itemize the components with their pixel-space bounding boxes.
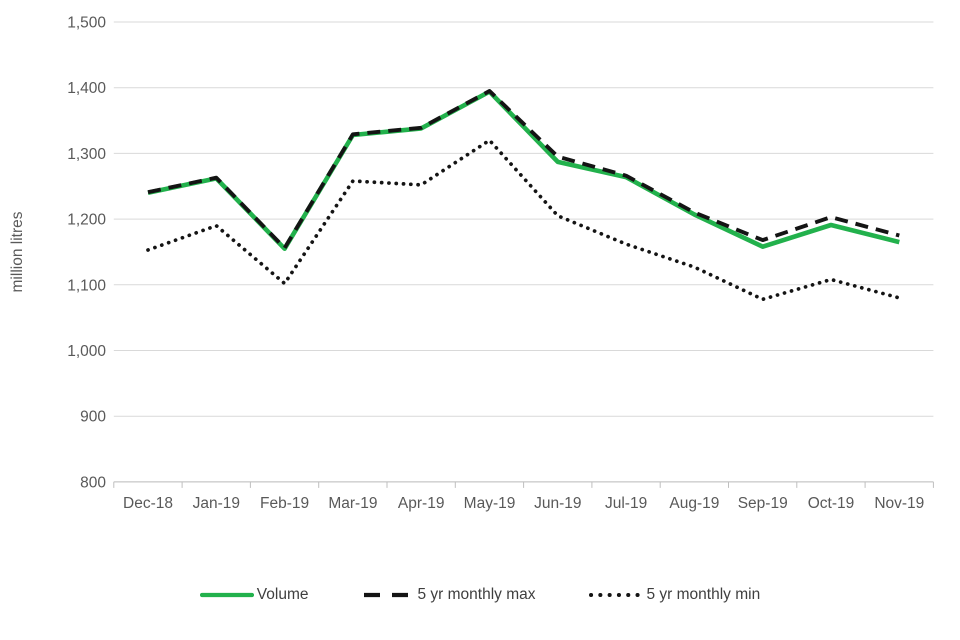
x-tick-label: Jun-19 bbox=[534, 495, 581, 512]
legend-item-min: 5 yr monthly min bbox=[588, 586, 761, 604]
y-tick-label: 900 bbox=[80, 409, 106, 426]
min-dotted-line-swatch bbox=[588, 593, 643, 597]
volume-line-swatch bbox=[199, 592, 254, 598]
x-tick-label: Dec-18 bbox=[123, 495, 173, 512]
x-tick-label: May-19 bbox=[464, 495, 516, 512]
x-tick-label: Sep-19 bbox=[738, 495, 788, 512]
y-tick-label: 1,100 bbox=[67, 277, 106, 294]
legend-label-volume: Volume bbox=[256, 586, 309, 603]
x-tick-label: Jul-19 bbox=[605, 495, 647, 512]
x-tick-label: Oct-19 bbox=[808, 495, 855, 512]
y-tick-label: 800 bbox=[80, 474, 106, 491]
y-tick-label: 1,200 bbox=[67, 212, 106, 229]
y-tick-label: 1,400 bbox=[67, 80, 106, 97]
x-tick-label: Mar-19 bbox=[328, 495, 377, 512]
y-tick-label: 1,500 bbox=[67, 15, 106, 32]
y-tick-label: 1,000 bbox=[67, 343, 106, 360]
series-line-5-yr-monthly-min bbox=[146, 138, 902, 302]
x-tick-label: Jan-19 bbox=[193, 495, 240, 512]
series-line-5-yr-monthly-max bbox=[147, 89, 900, 250]
legend-label-max: 5 yr monthly max bbox=[417, 586, 536, 603]
legend-item-max: 5 yr monthly max bbox=[360, 586, 536, 604]
legend-item-volume: Volume bbox=[199, 586, 309, 604]
line-chart: million litres 1,500 1,400 1,300 1,200 1,100… bbox=[9, 15, 934, 512]
max-dashed-line-swatch bbox=[364, 592, 411, 598]
x-tick-label: Apr-19 bbox=[398, 495, 445, 512]
x-tick-label: Nov-19 bbox=[874, 495, 924, 512]
chart-legend: Volume 5 yr monthly max 5 yr monthly min bbox=[0, 586, 960, 604]
legend-label-min: 5 yr monthly min bbox=[646, 586, 761, 603]
y-tick-label: 1,300 bbox=[67, 146, 106, 163]
x-tick-label: Aug-19 bbox=[669, 495, 719, 512]
x-tick-label: Feb-19 bbox=[260, 495, 309, 512]
y-axis-title: million litres bbox=[9, 211, 26, 292]
